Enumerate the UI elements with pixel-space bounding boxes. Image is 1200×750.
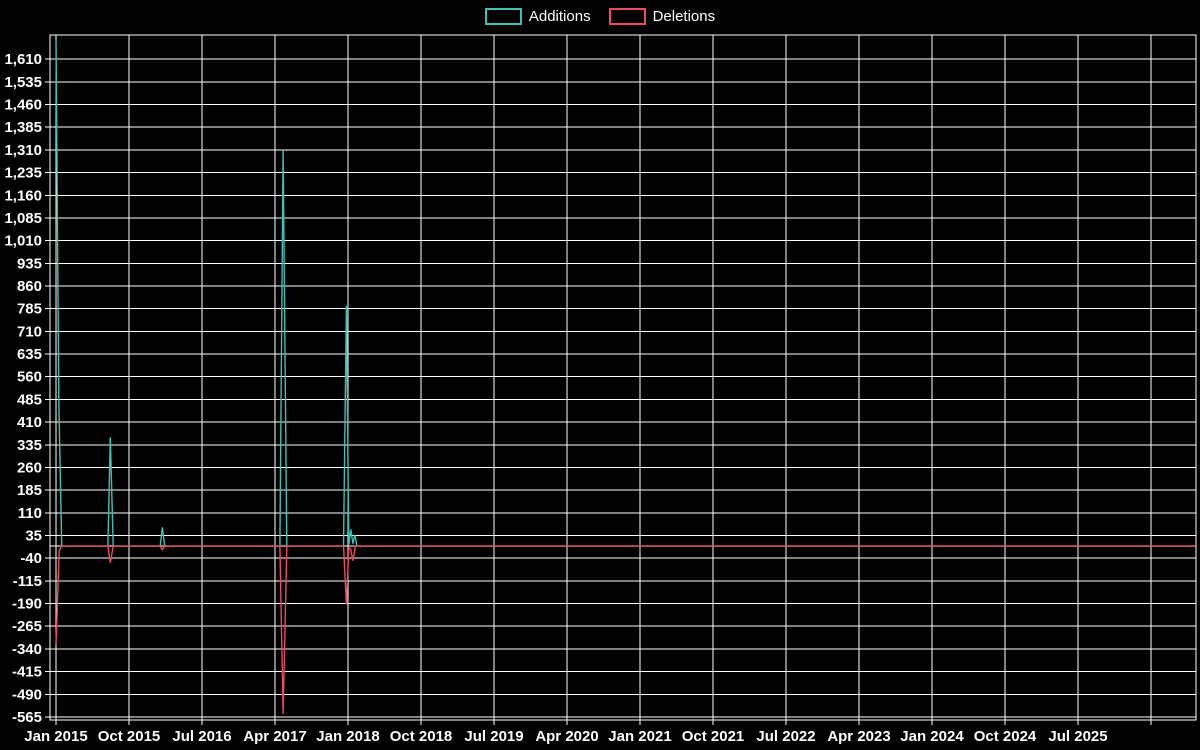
- y-axis-label: -40: [20, 550, 42, 567]
- deletions-legend-label: Deletions: [652, 8, 716, 25]
- x-axis-label: Jan 2024: [900, 728, 964, 745]
- y-axis-label: 935: [17, 255, 42, 272]
- legend-item-additions[interactable]: Additions: [484, 8, 591, 25]
- x-axis-label: Oct 2015: [98, 728, 161, 745]
- axis-tick-marks: [45, 58, 1152, 725]
- y-axis-label: 635: [17, 346, 42, 363]
- y-axis-label: -490: [12, 686, 42, 703]
- legend-item-deletions[interactable]: Deletions: [608, 8, 716, 25]
- y-axis-label: 710: [17, 323, 42, 340]
- y-axis-label: 110: [18, 505, 42, 522]
- y-axis-label: -265: [12, 618, 42, 635]
- x-axis-label: Oct 2024: [974, 728, 1037, 745]
- y-axis-label: 1,235: [4, 165, 42, 182]
- x-axis-label: Apr 2020: [535, 728, 598, 745]
- deletions-color-swatch: [608, 8, 646, 25]
- y-axis-label: -340: [12, 641, 42, 658]
- series-line-deletions: [55, 545, 1196, 715]
- x-axis-label: Jan 2021: [608, 728, 671, 745]
- y-axis-label: 1,085: [4, 210, 42, 227]
- x-axis-label: Oct 2021: [682, 728, 745, 745]
- y-axis-label: 1,385: [4, 119, 42, 136]
- y-axis-label: 1,610: [4, 51, 42, 68]
- additions-legend-label: Additions: [528, 8, 591, 25]
- x-axis-label: Jul 2025: [1048, 728, 1107, 745]
- x-axis-label: Jan 2015: [24, 728, 87, 745]
- y-axis-label: 35: [25, 528, 42, 545]
- x-axis-label: Oct 2018: [390, 728, 453, 745]
- additions-color-swatch: [484, 8, 522, 25]
- y-axis-label: -115: [13, 573, 42, 590]
- y-axis-label: 860: [17, 278, 42, 295]
- y-axis-label: 410: [17, 414, 42, 431]
- y-axis-labels: 1,610 1,535 1,460 1,385 1,310 1,235 1,160 1,085…: [4, 51, 42, 726]
- y-axis-label: 1,535: [4, 74, 42, 91]
- y-axis-label: 560: [17, 369, 42, 386]
- y-axis-label: -565: [12, 709, 42, 726]
- chart-legend: Additions Deletions: [0, 8, 1200, 25]
- y-axis-label: 335: [17, 437, 42, 454]
- x-axis-label: Jul 2016: [172, 728, 231, 745]
- y-axis-label: 185: [17, 482, 42, 499]
- gridlines: [50, 35, 1196, 720]
- x-axis-label: Apr 2023: [827, 728, 890, 745]
- y-axis-label: -190: [12, 596, 42, 613]
- series-line-additions: [55, 39, 1196, 547]
- plot-border: [49, 34, 1197, 721]
- x-axis-label: Jan 2018: [316, 728, 379, 745]
- y-axis-label: 1,160: [4, 187, 42, 204]
- y-axis-label: 485: [17, 391, 42, 408]
- y-axis-label: 1,010: [4, 233, 42, 250]
- x-axis-labels: Jan 2015 Oct 2015 Jul 2016 Apr 2017 Jan 2018…: [24, 728, 1107, 745]
- y-axis-label: 260: [17, 459, 42, 476]
- y-axis-label: 1,310: [4, 142, 42, 159]
- x-axis-label: Apr 2017: [243, 728, 306, 745]
- y-axis-label: 1,460: [4, 97, 42, 114]
- y-axis-label: -415: [12, 664, 42, 681]
- x-axis-label: Jul 2019: [464, 728, 523, 745]
- x-axis-label: Jul 2022: [756, 728, 815, 745]
- y-axis-label: 785: [17, 301, 42, 318]
